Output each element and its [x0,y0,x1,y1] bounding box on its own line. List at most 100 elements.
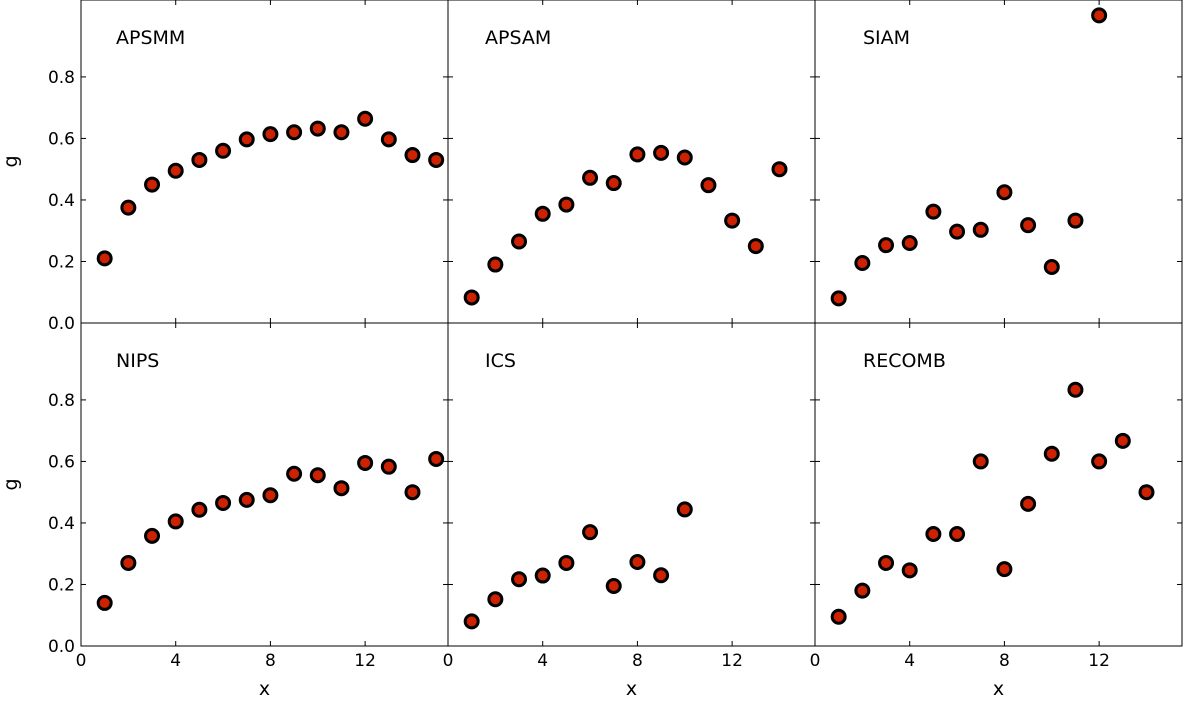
data-point [238,131,255,148]
data-point [487,256,504,273]
data-point [996,561,1013,578]
x-tick-label: 4 [537,651,548,671]
y-tick-label: 0.2 [48,575,75,595]
data-point [949,223,966,240]
x-tick-label: 12 [354,651,376,671]
y-tick-label: 0.8 [48,68,75,88]
data-point [747,238,764,255]
x-axis-label: x [259,678,270,700]
data-point [120,554,137,571]
data-point [558,196,575,213]
data-point [724,212,741,229]
x-tick-label: 4 [904,651,915,671]
data-point [333,480,350,497]
data-point [653,567,670,584]
data-point [996,184,1013,201]
data-point [700,177,717,194]
data-point [1043,445,1060,462]
data-point [676,149,693,166]
data-point [878,554,895,571]
data-point [972,221,989,238]
x-tick-label: 0 [76,651,87,671]
data-point [629,554,646,571]
data-point [1067,381,1084,398]
data-point [357,110,374,127]
data-point [1020,495,1037,512]
y-tick-label: 0.6 [48,452,75,472]
data-point [286,465,303,482]
panel-title: APSAM [485,27,551,49]
data-point [1091,453,1108,470]
data-point [238,491,255,508]
data-point [1020,217,1037,234]
y-tick-label: 0.8 [48,391,75,411]
data-point [511,233,528,250]
data-point [167,513,184,530]
data-point [582,169,599,186]
data-point [144,176,161,193]
data-point [582,524,599,541]
x-axis-label: x [993,678,1004,700]
x-tick-label: 0 [810,651,821,671]
data-point [357,454,374,471]
data-point [854,255,871,272]
y-tick-label: 0.4 [48,514,75,534]
data-point [380,458,397,475]
data-point [191,501,208,518]
data-point [972,453,989,470]
data-point [487,591,504,608]
panel-title: NIPS [116,350,159,372]
x-tick-label: 8 [632,651,643,671]
data-point [1114,432,1131,449]
data-point [534,567,551,584]
data-point [333,124,350,141]
data-point [676,501,693,518]
data-point [511,571,528,588]
data-point [428,450,445,467]
panel-title: SIAM [863,27,910,49]
panel-title: APSMM [116,27,185,49]
data-point [191,151,208,168]
data-point [144,527,161,544]
data-point [925,526,942,543]
data-point [404,484,421,501]
x-tick-label: 12 [721,651,743,671]
panel-title: ICS [485,350,516,372]
data-point [96,594,113,611]
data-point [1067,212,1084,229]
data-point [309,467,326,484]
data-point [1091,7,1108,24]
data-point [605,175,622,192]
data-point [830,290,847,307]
data-point [262,487,279,504]
data-point [167,162,184,179]
x-tick-label: 4 [170,651,181,671]
data-point [404,147,421,164]
y-axis-label: g [0,155,22,167]
x-tick-label: 8 [265,651,276,671]
x-axis-label: x [626,678,637,700]
data-point [925,203,942,220]
data-point [463,289,480,306]
y-tick-label: 0.2 [48,252,75,272]
data-point [629,146,646,163]
y-tick-label: 0.6 [48,129,75,149]
data-point [96,250,113,267]
data-point [463,613,480,630]
data-point [949,526,966,543]
data-point [1138,484,1155,501]
data-point [901,235,918,252]
data-point [653,144,670,161]
data-point [215,142,232,159]
data-point [428,151,445,168]
data-point [901,562,918,579]
data-point [215,494,232,511]
panel-frame [814,322,1183,647]
data-point [878,237,895,254]
data-point [309,120,326,137]
data-point [262,126,279,143]
data-point [380,131,397,148]
data-point [534,205,551,222]
data-point [771,161,788,178]
